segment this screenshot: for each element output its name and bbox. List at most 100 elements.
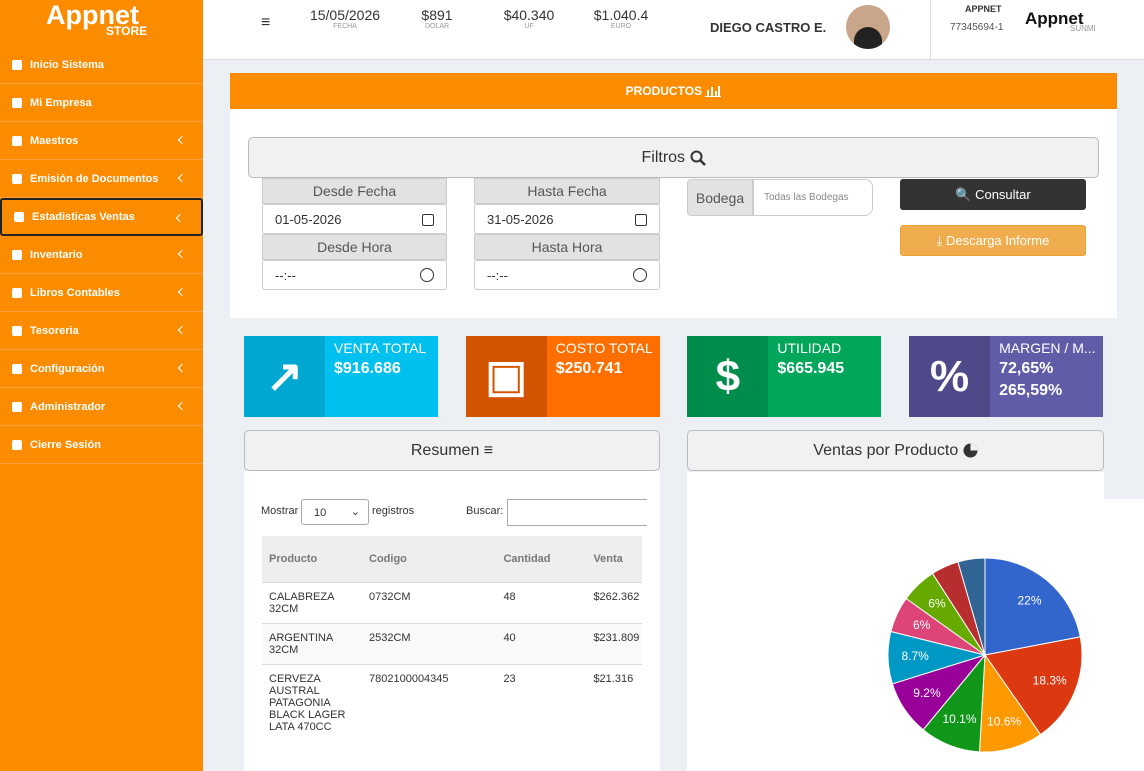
avatar[interactable]: [846, 5, 890, 49]
chevron: [177, 135, 187, 145]
cell: ARGENTINA 32CM: [262, 622, 362, 664]
value: 01-05-2026: [275, 211, 342, 227]
select[interactable]: Todas las Bodegas: [753, 179, 873, 216]
indicator: $1.040.4 EURO: [581, 7, 661, 30]
resumen-header[interactable]: Resumen ≡: [244, 430, 660, 471]
menu-label: Maestros: [30, 134, 79, 147]
menu-icon: [14, 212, 24, 222]
menu-toggle[interactable]: ≡: [261, 14, 271, 31]
time-input[interactable]: --:--: [262, 260, 447, 290]
card-value: $916.686: [334, 360, 401, 377]
slice-label: 9.2%: [913, 686, 941, 700]
menu-icon: [12, 135, 22, 146]
card-icon: ▣: [465, 336, 547, 417]
slice-label: 10.1%: [942, 712, 976, 726]
menu-item[interactable]: Mi Empresa: [0, 84, 203, 122]
cell: CERVEZA AUSTRAL PATAGONIA BLACK LAGER LA…: [262, 663, 362, 741]
card-value: $250.741: [555, 360, 623, 377]
menu-item[interactable]: Cierre Sesión: [0, 426, 203, 464]
menu-label: Emisión de Documentos: [30, 172, 159, 185]
value: --:--: [487, 267, 508, 283]
chevron: [177, 363, 187, 373]
card-title: MARGEN / M...: [999, 340, 1096, 356]
slice-label: 22%: [1018, 593, 1042, 607]
logo-sub: SUNMI: [1070, 24, 1096, 33]
menu-item[interactable]: Libros Contables: [0, 274, 203, 312]
indicator-label: UF: [524, 23, 534, 30]
menu-item[interactable]: Inventario: [0, 236, 203, 274]
chevron: [177, 173, 187, 183]
logo: Appnet: [1025, 9, 1084, 28]
products-panel: PRODUCTOS Filtros Desde Fecha 01-05-2026…: [230, 73, 1117, 318]
menu-label: Estadisticas Ventas: [32, 211, 135, 223]
cell: 7802100004345: [362, 663, 497, 741]
label: Desde Hora: [262, 234, 447, 260]
show-label: Mostrar: [261, 505, 299, 517]
company-id: 77345694-1: [950, 22, 1004, 33]
menu-item[interactable]: Configuración: [0, 350, 203, 388]
download-button[interactable]: ⤓ Descarga Informe: [900, 225, 1086, 256]
resumen-body: Mostrar 10 ⌄ registros Buscar: Producto Co…: [244, 471, 660, 771]
card-title: VENTA TOTAL: [334, 340, 427, 356]
date-input[interactable]: 31-05-2026: [474, 204, 660, 234]
cell: $262.362: [586, 581, 642, 623]
menu-item[interactable]: Inicio Sistema: [0, 46, 203, 84]
indicator-value: $891: [421, 7, 453, 23]
user-name: DIEGO CASTRO E.: [710, 20, 827, 35]
menu-item[interactable]: Administrador: [0, 388, 203, 426]
slice-label: 6%: [913, 618, 931, 632]
cell: 2532CM: [362, 622, 497, 664]
value: 31-05-2026: [487, 211, 554, 227]
stat-card: % MARGEN / M... 72,65% 265,59%: [909, 336, 1104, 417]
menu-label: Configuración: [30, 362, 105, 375]
panel-header: PRODUCTOS: [230, 73, 1117, 109]
consultar-button[interactable]: 🔍 Consultar: [900, 179, 1086, 210]
menu-icon: [12, 439, 22, 450]
menu-label: Inventario: [30, 248, 83, 261]
menu-item[interactable]: Maestros: [0, 122, 203, 160]
column-header[interactable]: Cantidad: [496, 536, 587, 582]
column-header[interactable]: Venta: [586, 536, 642, 582]
cell: $231.809: [586, 622, 642, 664]
pie-slice: [984, 636, 1083, 736]
menu-icon: [12, 249, 22, 260]
cell: $21.316: [586, 663, 642, 741]
card-value: $665.945: [777, 360, 845, 377]
label: Hasta Hora: [474, 234, 660, 260]
filters-header[interactable]: Filtros: [248, 137, 1099, 178]
menu-icon: [12, 287, 22, 298]
card-title: UTILIDAD: [777, 340, 842, 356]
menu-label: Mi Empresa: [30, 96, 92, 109]
menu-item[interactable]: Tesoreria: [0, 312, 203, 350]
cell: 48: [496, 581, 587, 623]
menu-item[interactable]: Emisión de Documentos: [0, 160, 203, 198]
brand-sub: STORE: [106, 24, 148, 38]
menu-icon: [12, 401, 22, 412]
records-label: registros: [372, 505, 415, 517]
date-input[interactable]: 01-05-2026: [262, 204, 447, 234]
table-row: CERVEZA AUSTRAL PATAGONIA BLACK LAGER LA…: [262, 663, 642, 741]
cell: 40: [496, 622, 587, 664]
menu-item[interactable]: Estadisticas Ventas: [0, 198, 203, 236]
chart-header[interactable]: Ventas por Producto: [687, 430, 1104, 471]
sidebar: Appnet STORE Inicio Sistema Mi Empresa Mae…: [0, 0, 203, 771]
value: --:--: [275, 267, 296, 283]
resumen-title: Resumen: [410, 441, 480, 459]
label: Descarga Informe: [946, 233, 1050, 248]
search-input[interactable]: [507, 499, 647, 526]
indicator-label: EURO: [610, 23, 632, 30]
stat-card: ▣ COSTO TOTAL $250.741: [465, 336, 660, 417]
card-icon: %: [909, 336, 991, 417]
label: Bodega: [687, 179, 753, 216]
page-size[interactable]: 10 ⌄: [301, 499, 369, 525]
stat-card: $ UTILIDAD $665.945: [687, 336, 882, 417]
time-input[interactable]: --:--: [474, 260, 660, 290]
column-header[interactable]: Producto: [262, 536, 362, 582]
indicator-value: 15/05/2026: [309, 7, 381, 23]
column-header[interactable]: Codigo: [362, 536, 497, 582]
pie-chart: 22% 18.3% 10.6% 10.1%9.2% 8.7% 6% 6%: [687, 472, 1144, 771]
cell: 0732CM: [362, 581, 497, 623]
menu-label: Administrador: [30, 400, 106, 413]
